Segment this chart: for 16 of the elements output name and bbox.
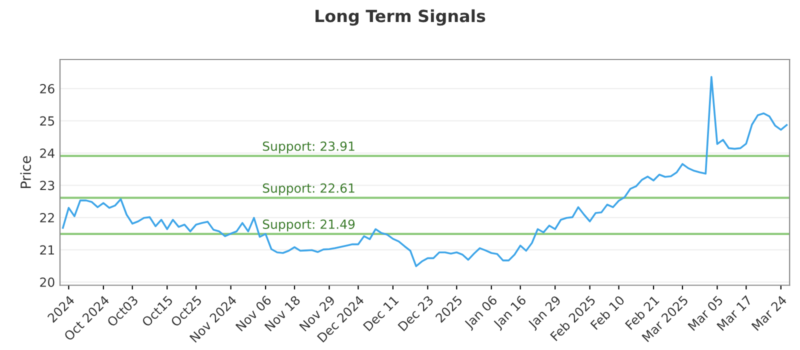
y-tick-label: 21: [40, 245, 54, 255]
ref-line-label: Support: 23.91: [262, 141, 354, 154]
y-tick-label: 20: [40, 277, 54, 287]
x-tick-label: Dec 23: [398, 295, 434, 332]
y-axis-title: Price: [20, 156, 31, 188]
line-series: [62, 76, 788, 268]
x-tick-label: Dec 11: [362, 295, 399, 332]
y-tick-label: 25: [40, 116, 54, 126]
y-tick-label: 22: [40, 212, 54, 222]
ref-line-label: Support: 21.49: [262, 220, 355, 232]
chart-title: Long Term Signals: [316, 9, 486, 26]
y-tick-label: 26: [40, 84, 54, 94]
x-tick-label: Mar 24: [751, 294, 788, 331]
ref-line-label: Support: 22.61: [262, 183, 354, 196]
y-tick-label: 23: [40, 180, 54, 190]
y-tick-label: 24: [40, 148, 54, 158]
